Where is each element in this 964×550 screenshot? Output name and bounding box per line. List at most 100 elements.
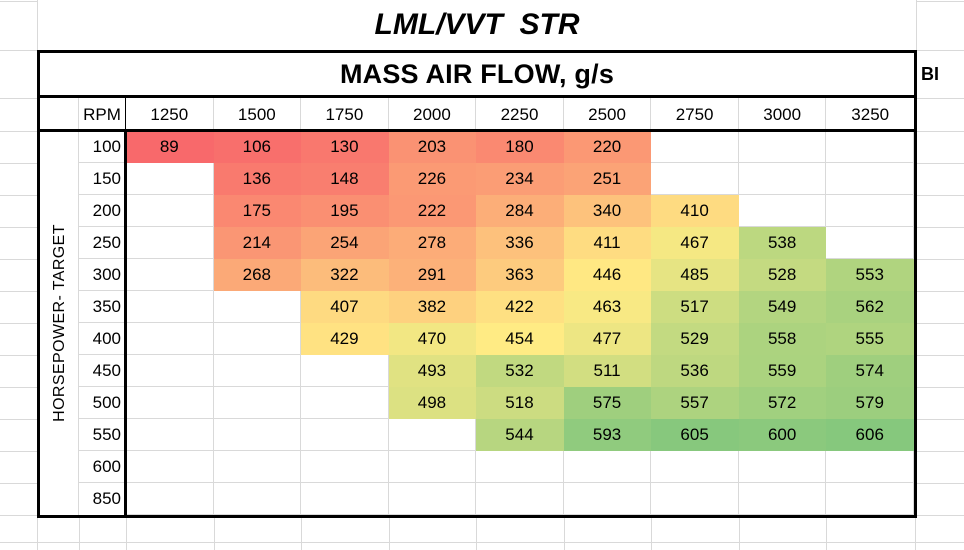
data-cell[interactable] (126, 483, 214, 515)
data-cell[interactable]: 555 (826, 323, 914, 355)
data-cell[interactable] (213, 323, 302, 355)
column-header[interactable]: 2500 (564, 98, 652, 131)
data-cell[interactable]: 605 (651, 419, 739, 451)
data-cell[interactable]: 446 (563, 259, 652, 291)
data-cell[interactable]: 467 (651, 227, 739, 259)
data-cell[interactable] (213, 451, 302, 483)
column-header[interactable]: 3250 (851, 104, 890, 124)
data-cell[interactable] (826, 483, 914, 515)
data-cell[interactable]: 89 (126, 131, 214, 163)
data-cell[interactable]: 477 (563, 323, 652, 355)
data-cell[interactable] (213, 387, 302, 419)
data-cell[interactable] (738, 195, 827, 227)
data-cell[interactable]: 251 (563, 163, 652, 195)
data-cell[interactable] (563, 451, 652, 483)
data-cell[interactable] (563, 483, 652, 515)
data-cell[interactable] (388, 483, 477, 515)
data-cell[interactable]: 600 (738, 419, 827, 451)
data-cell[interactable] (388, 451, 477, 483)
row-label[interactable]: 400 (79, 323, 126, 355)
data-cell[interactable]: 363 (476, 259, 564, 291)
data-cell[interactable]: 463 (563, 291, 652, 323)
corner-cell[interactable] (40, 98, 79, 131)
data-cell[interactable]: 340 (563, 195, 652, 227)
data-cell[interactable]: 234 (476, 163, 564, 195)
data-cell[interactable]: 268 (213, 259, 302, 291)
data-cell[interactable]: 538 (738, 227, 827, 259)
data-cell[interactable] (826, 227, 914, 259)
data-cell[interactable]: 485 (651, 259, 739, 291)
data-cell[interactable] (126, 291, 214, 323)
row-label[interactable]: 150 (79, 163, 126, 195)
data-cell[interactable] (651, 483, 739, 515)
row-label[interactable]: 850 (92, 489, 121, 508)
data-cell[interactable]: 422 (476, 291, 564, 323)
data-cell[interactable] (126, 323, 214, 355)
data-cell[interactable]: 410 (651, 195, 739, 227)
sheet-title-cell[interactable]: LML/VVT STR (374, 8, 580, 41)
data-cell[interactable]: 254 (301, 227, 389, 259)
data-cell[interactable]: 532 (476, 355, 564, 387)
data-cell[interactable] (738, 483, 827, 515)
column-header[interactable]: 1250 (126, 98, 214, 131)
data-cell[interactable] (301, 387, 389, 419)
data-cell[interactable] (826, 195, 914, 227)
data-cell[interactable]: 278 (388, 227, 477, 259)
data-cell[interactable] (126, 451, 214, 483)
data-cell[interactable] (476, 451, 564, 483)
data-cell[interactable]: 195 (301, 195, 389, 227)
table-header-cell[interactable]: MASS AIR FLOW, g/s (37, 50, 917, 98)
data-cell[interactable]: 407 (301, 291, 389, 323)
data-cell[interactable]: 429 (301, 323, 389, 355)
data-cell[interactable] (301, 451, 389, 483)
data-cell[interactable] (301, 355, 389, 387)
data-cell[interactable]: 559 (738, 355, 827, 387)
data-cell[interactable] (388, 419, 477, 451)
data-cell[interactable]: 284 (476, 195, 564, 227)
data-cell[interactable]: 322 (301, 259, 389, 291)
data-cell[interactable]: 180 (476, 131, 564, 163)
data-cell[interactable]: 572 (738, 387, 827, 419)
data-cell[interactable]: 558 (738, 323, 827, 355)
data-cell[interactable] (213, 291, 302, 323)
data-cell[interactable] (126, 259, 214, 291)
data-cell[interactable] (213, 355, 302, 387)
data-cell[interactable] (826, 131, 914, 163)
row-label[interactable]: 600 (79, 451, 126, 483)
data-cell[interactable] (301, 483, 389, 515)
data-cell[interactable]: 454 (476, 323, 564, 355)
row-label[interactable]: 200 (79, 195, 126, 227)
data-cell[interactable]: 291 (388, 259, 477, 291)
data-cell[interactable]: 557 (651, 387, 739, 419)
data-cell[interactable] (738, 451, 827, 483)
data-cell[interactable] (738, 131, 827, 163)
data-cell[interactable] (738, 163, 827, 195)
rpm-header-cell[interactable]: RPM (79, 98, 126, 131)
data-cell[interactable] (651, 451, 739, 483)
column-header[interactable]: 2250 (476, 98, 564, 131)
data-cell[interactable] (651, 163, 739, 195)
data-cell[interactable] (126, 355, 214, 387)
data-cell[interactable]: 214 (213, 227, 302, 259)
row-label[interactable]: 500 (79, 387, 126, 419)
data-cell[interactable]: 575 (563, 387, 652, 419)
column-header[interactable]: 3000 (739, 98, 827, 131)
data-cell[interactable]: 203 (388, 131, 477, 163)
data-cell[interactable]: 593 (563, 419, 652, 451)
data-cell[interactable]: 528 (738, 259, 827, 291)
data-cell[interactable] (826, 451, 914, 483)
row-label[interactable]: 550 (79, 419, 126, 451)
data-cell[interactable]: 336 (476, 227, 564, 259)
data-cell[interactable]: 411 (563, 227, 652, 259)
data-cell[interactable] (826, 163, 914, 195)
adjacent-cell-label[interactable]: BI (921, 63, 939, 84)
data-cell[interactable]: 493 (388, 355, 477, 387)
data-cell[interactable]: 498 (388, 387, 477, 419)
row-label[interactable]: 100 (79, 131, 126, 163)
data-cell[interactable]: 562 (826, 291, 914, 323)
data-cell[interactable]: 529 (651, 323, 739, 355)
data-cell[interactable]: 382 (388, 291, 477, 323)
data-cell[interactable] (213, 419, 302, 451)
data-cell[interactable]: 511 (563, 355, 652, 387)
data-cell[interactable]: 130 (301, 131, 389, 163)
